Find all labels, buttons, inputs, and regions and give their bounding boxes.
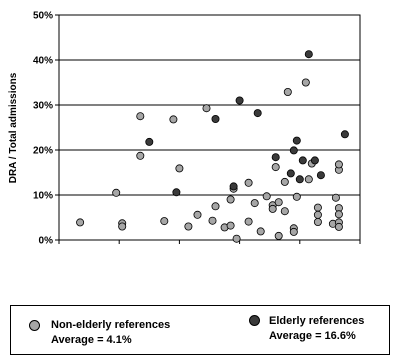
point-non-elderly: [274, 198, 283, 207]
point-elderly: [295, 175, 304, 184]
legend-average-non-elderly: Average = 4.1%: [51, 334, 132, 346]
point-non-elderly: [226, 221, 235, 230]
point-elderly: [211, 115, 220, 124]
point-non-elderly: [313, 210, 322, 219]
y-tick-label: 50%: [33, 11, 53, 22]
point-elderly: [271, 153, 280, 162]
legend-label-elderly: Elderly references: [269, 315, 365, 327]
point-non-elderly: [262, 192, 271, 201]
point-non-elderly: [274, 231, 283, 240]
point-non-elderly: [301, 78, 310, 87]
point-non-elderly: [289, 227, 298, 236]
series-non-elderly: [76, 78, 343, 243]
point-non-elderly: [232, 234, 241, 243]
point-non-elderly: [331, 193, 340, 202]
point-non-elderly: [268, 204, 277, 213]
legend-label-non-elderly: Non-elderly references: [51, 319, 171, 331]
point-elderly: [298, 156, 307, 165]
point-non-elderly: [283, 88, 292, 97]
point-elderly: [172, 188, 181, 197]
point-elderly: [229, 182, 238, 191]
point-elderly: [235, 96, 244, 105]
point-non-elderly: [202, 104, 211, 113]
point-non-elderly: [280, 207, 289, 216]
scatter-chart: 0% 10% 20% 30% 40% 50% DRA / Total admissions: [8, 11, 361, 247]
point-non-elderly: [256, 227, 265, 236]
point-non-elderly: [334, 210, 343, 219]
legend-marker-non-elderly: [29, 320, 40, 331]
point-non-elderly: [271, 163, 280, 172]
point-non-elderly: [193, 210, 202, 219]
x-axis-tick-marks: [58, 240, 361, 244]
point-non-elderly: [244, 217, 253, 226]
point-non-elderly: [175, 164, 184, 173]
y-tick-label: 20%: [33, 146, 53, 157]
y-tick-label: 10%: [33, 191, 53, 202]
point-elderly: [316, 171, 325, 180]
y-tick-label: 30%: [33, 101, 53, 112]
y-axis-tick-labels: 0% 10% 20% 30% 40% 50%: [33, 11, 53, 247]
point-non-elderly: [118, 222, 127, 231]
point-non-elderly: [136, 151, 145, 160]
point-non-elderly: [334, 160, 343, 169]
legend: Non-elderly references Average = 4.1% El…: [10, 305, 390, 355]
point-non-elderly: [313, 217, 322, 226]
point-non-elderly: [334, 222, 343, 231]
series-elderly: [145, 50, 349, 197]
y-tick-label: 0%: [39, 236, 54, 247]
point-elderly: [289, 146, 298, 155]
point-non-elderly: [211, 202, 220, 211]
point-non-elderly: [76, 218, 85, 227]
point-non-elderly: [184, 222, 193, 231]
gridlines: [59, 59, 360, 196]
y-axis-tick-marks: [55, 14, 59, 241]
point-elderly: [292, 136, 301, 145]
point-non-elderly: [169, 115, 178, 124]
point-non-elderly: [112, 188, 121, 197]
legend-average-elderly: Average = 16.6%: [269, 330, 356, 342]
point-non-elderly: [250, 199, 259, 208]
point-non-elderly: [136, 112, 145, 121]
point-non-elderly: [292, 192, 301, 201]
point-elderly: [253, 109, 262, 118]
point-elderly: [304, 50, 313, 59]
point-non-elderly: [313, 203, 322, 212]
point-non-elderly: [160, 217, 169, 226]
point-non-elderly: [226, 195, 235, 204]
point-elderly: [145, 137, 154, 146]
y-tick-label: 40%: [33, 56, 53, 67]
plot-area: 0% 10% 20% 30% 40% 50%: [33, 11, 361, 247]
point-non-elderly: [304, 175, 313, 184]
point-elderly: [340, 130, 349, 139]
point-non-elderly: [244, 178, 253, 187]
point-elderly: [286, 169, 295, 178]
y-axis-label: DRA / Total admissions: [8, 72, 19, 183]
legend-marker-elderly: [249, 315, 260, 326]
point-non-elderly: [280, 177, 289, 186]
point-non-elderly: [208, 216, 217, 225]
point-elderly: [310, 156, 319, 165]
